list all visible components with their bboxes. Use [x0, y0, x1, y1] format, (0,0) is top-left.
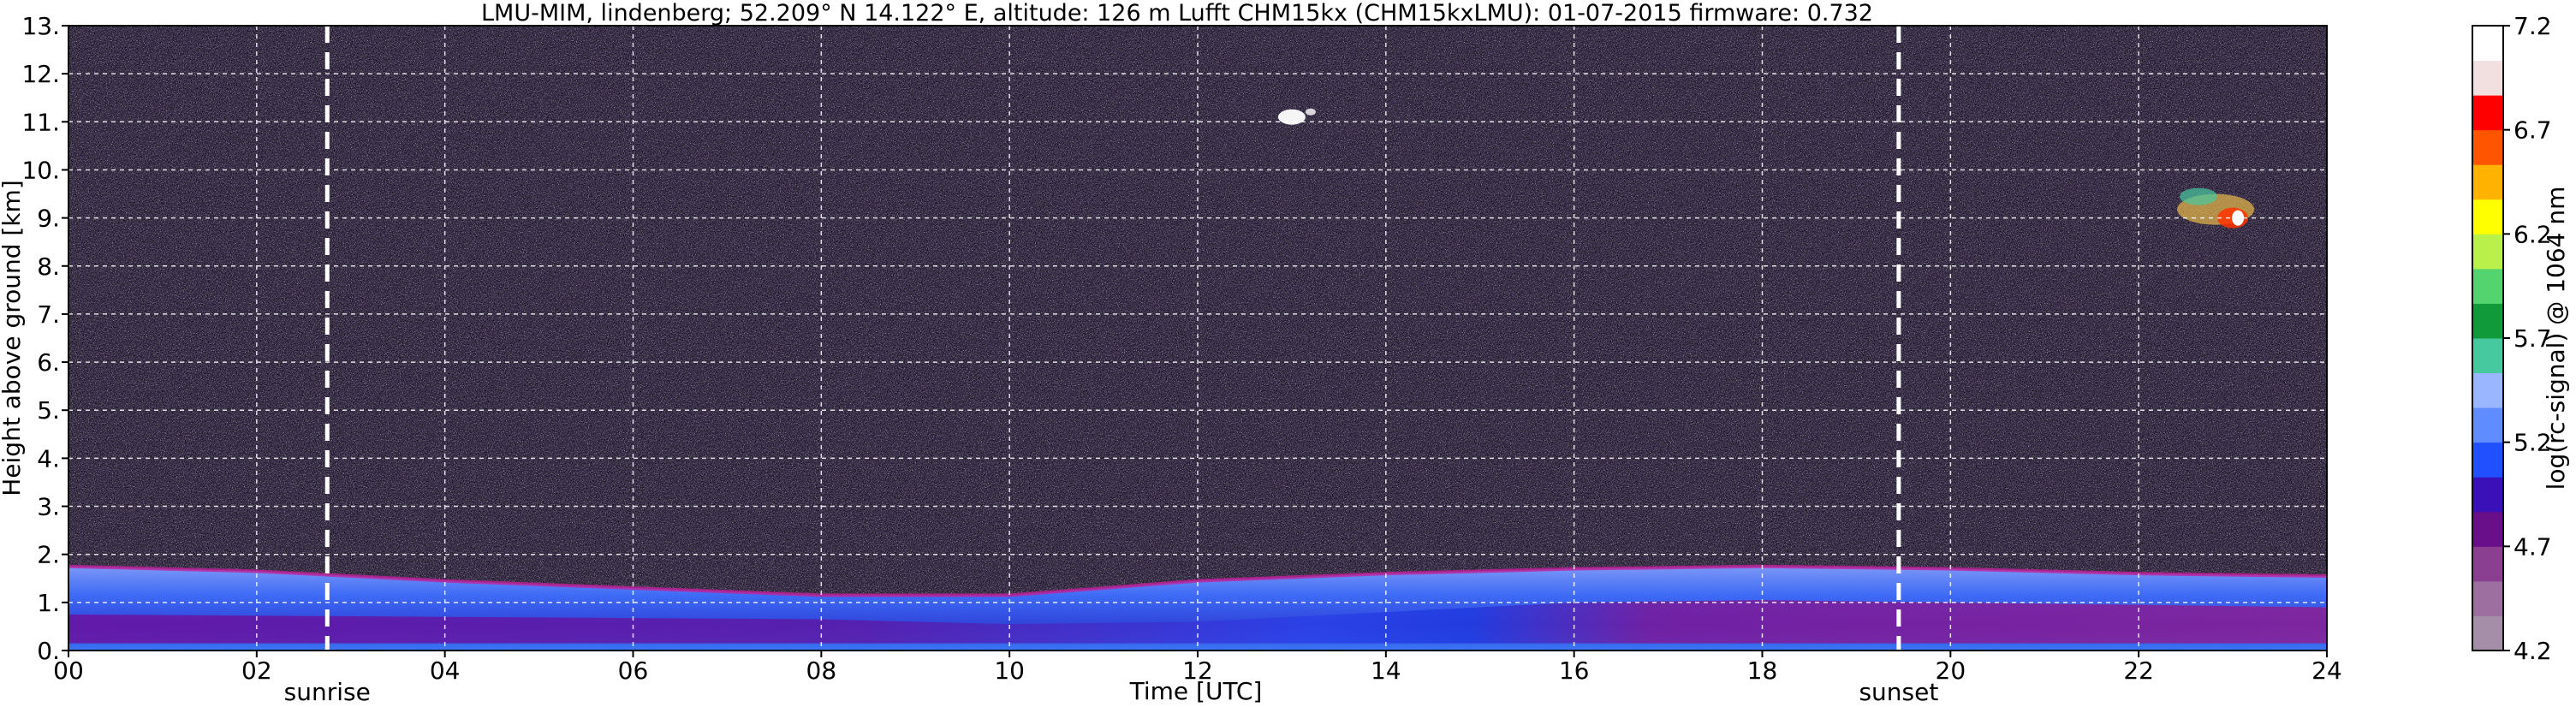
- colorbar-swatch: [2472, 546, 2503, 582]
- x-tick-label: 06: [618, 656, 649, 685]
- annotation-label: sunrise: [284, 678, 371, 706]
- colorbar-swatch: [2472, 615, 2503, 651]
- x-tick-label: 08: [806, 656, 837, 685]
- colorbar-tick-label: 7.2: [2514, 12, 2552, 40]
- cloud-blob: [2177, 187, 2255, 229]
- colorbar-swatch: [2472, 580, 2503, 616]
- x-tick-label: 10: [994, 656, 1025, 685]
- y-axis-label: Height above ground [km]: [0, 180, 26, 496]
- colorbar-swatch: [2472, 95, 2503, 131]
- y-tick-label: 5.: [37, 396, 60, 425]
- colorbar-label: log(rc-signal) @ 1064 nm: [2542, 187, 2570, 490]
- colorbar-tick-label: 5.7: [2514, 324, 2552, 353]
- cloud-edge: [1305, 108, 1316, 116]
- y-tick-label: 13.: [21, 12, 60, 40]
- colorbar-swatch: [2472, 442, 2503, 478]
- y-tick-label: 0.: [37, 637, 60, 665]
- grid-lines: [68, 26, 2327, 651]
- colorbar-swatch: [2472, 511, 2503, 547]
- y-tick-label: 3.: [37, 493, 60, 521]
- colorbar-swatch: [2472, 26, 2503, 62]
- cloud-features: [1277, 108, 2255, 229]
- colorbar-swatch: [2472, 338, 2503, 374]
- y-tick-label: 7.: [37, 300, 60, 329]
- colorbar-tick-label: 6.7: [2514, 116, 2552, 145]
- y-tick-label: 1.: [37, 589, 60, 617]
- y-tick-label: 9.: [37, 205, 60, 233]
- chart-title: LMU-MIM, lindenberg; 52.209° N 14.122° E…: [481, 0, 1873, 27]
- x-tick-label: 24: [2311, 656, 2342, 685]
- x-tick-label: 20: [1936, 656, 1966, 685]
- cloud-core: [1277, 109, 1306, 125]
- x-tick-label: 02: [241, 656, 272, 685]
- x-tick-label: 18: [1747, 656, 1778, 685]
- x-tick-label: 04: [430, 656, 461, 685]
- colorbar-tick-label: 5.2: [2514, 429, 2552, 457]
- x-tick-label: 12: [1182, 656, 1213, 685]
- annotation-label: sunset: [1859, 678, 1938, 706]
- x-axis: 00 02 04 06 08 10 12 14 16 18 20 22 24: [53, 651, 2342, 685]
- colorbar-swatch: [2472, 234, 2503, 270]
- y-tick-label: 11.: [21, 108, 60, 136]
- plot-area: [68, 25, 2328, 651]
- colorbar-swatch: [2472, 407, 2503, 443]
- colorbar-swatch: [2472, 164, 2503, 200]
- y-tick-label: 4.: [37, 444, 60, 472]
- colorbar-swatch: [2472, 372, 2503, 408]
- y-tick-label: 6.: [37, 348, 60, 377]
- y-tick-label: 10.: [21, 156, 60, 184]
- colorbar: 4.2 4.7 5.2 5.7 6.2 6.7 7.2: [2472, 12, 2552, 665]
- x-axis-label: Time [UTC]: [1129, 677, 1263, 705]
- y-tick-label: 8.: [37, 253, 60, 281]
- x-tick-label: 00: [53, 656, 84, 685]
- colorbar-tick-label: 4.7: [2514, 532, 2552, 561]
- cloud-edge: [2180, 187, 2218, 205]
- sun-lines: [324, 26, 1901, 651]
- colorbar-swatch: [2472, 477, 2503, 513]
- colorbar-swatch: [2472, 303, 2503, 339]
- annotations: sunrise sunset: [284, 678, 1939, 706]
- colorbar-swatch: [2472, 199, 2503, 235]
- y-tick-label: 2.: [37, 541, 60, 569]
- colorbar-swatch: [2472, 129, 2503, 165]
- colorbar-swatch: [2472, 268, 2503, 304]
- x-tick-label: 22: [2123, 656, 2154, 685]
- y-axis: 0. 1. 2. 3. 4. 5. 6. 7. 8. 9. 10. 11. 12. 13.: [21, 12, 68, 665]
- x-tick-label: 14: [1371, 656, 1401, 685]
- colorbar-tick-label: 4.2: [2514, 637, 2552, 665]
- colorbar-swatch: [2472, 60, 2503, 96]
- cloud-blob: [1277, 108, 1316, 125]
- colorbar-tick-label: 6.2: [2514, 220, 2552, 248]
- x-tick-label: 16: [1559, 656, 1590, 685]
- y-tick-label: 12.: [21, 60, 60, 88]
